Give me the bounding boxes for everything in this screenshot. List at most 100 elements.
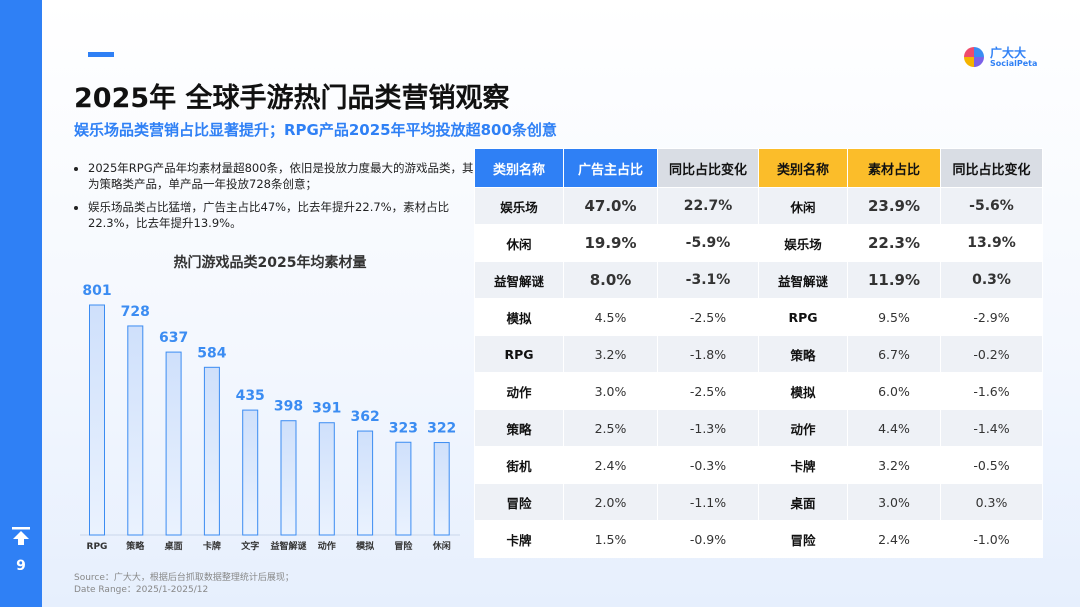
table-cell: 9.5% bbox=[847, 298, 941, 336]
table-cell: -1.3% bbox=[657, 409, 759, 447]
table-cell: 策略 bbox=[758, 335, 848, 373]
x-tick-label: 模拟 bbox=[356, 540, 374, 552]
x-tick-label: 休闲 bbox=[432, 540, 451, 552]
table-row: 模拟 4.5% -2.5% RPG 9.5% -2.9% bbox=[474, 298, 1043, 336]
bar bbox=[433, 442, 450, 536]
table-cell: 冒险 bbox=[474, 483, 564, 521]
x-tick-label: 动作 bbox=[318, 540, 336, 552]
table-cell: 模拟 bbox=[758, 372, 848, 410]
x-tick-label: 桌面 bbox=[165, 540, 183, 552]
table-cell: 4.5% bbox=[563, 298, 658, 336]
table-cell: 益智解谜 bbox=[758, 261, 848, 299]
table-cell: 2.0% bbox=[563, 483, 658, 521]
x-tick-label: 冒险 bbox=[394, 540, 413, 552]
table-cell: -0.2% bbox=[940, 335, 1043, 373]
table-cell: 4.4% bbox=[847, 409, 941, 447]
header-cell: 同比占比变化 bbox=[657, 148, 759, 188]
table-cell: -2.5% bbox=[657, 372, 759, 410]
value-label: 398 bbox=[274, 399, 303, 415]
source: Source：广大大，根据后台抓取数据整理统计后展现； bbox=[74, 573, 294, 583]
bullet-list: 2025年RPG产品年均素材量超800条，依旧是投放力度最大的游戏品类，其次为策… bbox=[74, 160, 488, 238]
table-cell: 桌面 bbox=[758, 483, 848, 521]
table-row: 动作 3.0% -2.5% 模拟 6.0% -1.6% bbox=[474, 372, 1043, 410]
value-label: 728 bbox=[121, 304, 150, 320]
value-label: 322 bbox=[427, 421, 456, 437]
table-cell: 益智解谜 bbox=[474, 261, 564, 299]
bullet: 娱乐场品类占比猛增，广告主占比47%，比去年提升22.7%，素材占比22.3%，… bbox=[88, 199, 488, 231]
header-cell: 类别名称 bbox=[474, 148, 564, 188]
table-cell: 3.2% bbox=[563, 335, 658, 373]
table-row: 街机 2.4% -0.3% 卡牌 3.2% -0.5% bbox=[474, 446, 1043, 484]
table-cell: 街机 bbox=[474, 446, 564, 484]
header-cell: 广告主占比 bbox=[563, 148, 658, 188]
table-cell: 6.7% bbox=[847, 335, 941, 373]
table-cell: 2.4% bbox=[847, 520, 941, 558]
data-table: 类别名称 广告主占比 同比占比变化 类别名称 素材占比 同比占比变化 娱乐场 47.0% 22.… bbox=[474, 148, 1043, 558]
subtitle: 娱乐场品类营销占比显著提升；RPG产品2025年平均投放超800条创意 bbox=[74, 121, 557, 139]
x-tick-label: 策略 bbox=[125, 540, 145, 552]
value-label: 637 bbox=[159, 330, 188, 346]
table-cell: -0.5% bbox=[940, 446, 1043, 484]
bar bbox=[395, 441, 412, 536]
table-row: 娱乐场 47.0% 22.7% 休闲 23.9% -5.6% bbox=[474, 187, 1043, 225]
value-label: 584 bbox=[197, 345, 226, 361]
bar bbox=[357, 430, 374, 536]
table-cell: -1.8% bbox=[657, 335, 759, 373]
table-cell: 6.0% bbox=[847, 372, 941, 410]
value-label: 801 bbox=[82, 283, 111, 299]
header-cell: 素材占比 bbox=[847, 148, 941, 188]
value-label: 391 bbox=[312, 401, 341, 417]
table-cell: -2.5% bbox=[657, 298, 759, 336]
table-cell: 0.3% bbox=[940, 483, 1043, 521]
table-cell: 8.0% bbox=[563, 261, 658, 299]
bar bbox=[127, 325, 144, 536]
table-cell: -0.9% bbox=[657, 520, 759, 558]
table-cell: 2.5% bbox=[563, 409, 658, 447]
page-number: 9 bbox=[16, 558, 26, 574]
logo-name: 广大大 bbox=[990, 45, 1027, 60]
table-cell: 策略 bbox=[474, 409, 564, 447]
table-cell: 卡牌 bbox=[474, 520, 564, 558]
bar bbox=[242, 409, 259, 536]
table-row: 策略 2.5% -1.3% 动作 4.4% -1.4% bbox=[474, 409, 1043, 447]
table-cell: 娱乐场 bbox=[474, 187, 564, 225]
table-cell: -1.0% bbox=[940, 520, 1043, 558]
table-cell: 22.3% bbox=[847, 224, 941, 262]
x-tick-label: RPG bbox=[87, 542, 108, 552]
table-cell: -0.3% bbox=[657, 446, 759, 484]
table-cell: 动作 bbox=[474, 372, 564, 410]
bar bbox=[318, 422, 335, 536]
logo-icon bbox=[964, 47, 984, 67]
table-cell: 冒险 bbox=[758, 520, 848, 558]
table-cell: RPG bbox=[758, 298, 848, 336]
table-cell: 23.9% bbox=[847, 187, 941, 225]
bar bbox=[165, 351, 182, 536]
table-cell: 1.5% bbox=[563, 520, 658, 558]
table-cell: 11.9% bbox=[847, 261, 941, 299]
table-cell: -1.1% bbox=[657, 483, 759, 521]
footer: Source：广大大，根据后台抓取数据整理统计后展现； Date Range：2… bbox=[74, 572, 294, 596]
table-cell: 3.0% bbox=[563, 372, 658, 410]
table-cell: RPG bbox=[474, 335, 564, 373]
bar bbox=[280, 420, 297, 536]
table-cell: 休闲 bbox=[758, 187, 848, 225]
top-icon bbox=[12, 527, 30, 545]
table-cell: -2.9% bbox=[940, 298, 1043, 336]
bullet: 2025年RPG产品年均素材量超800条，依旧是投放力度最大的游戏品类，其次为策… bbox=[88, 160, 488, 192]
side-strip: 9 bbox=[0, 0, 42, 607]
table-cell: -5.6% bbox=[940, 187, 1043, 225]
table-cell: 0.3% bbox=[940, 261, 1043, 299]
table-row: 益智解谜 8.0% -3.1% 益智解谜 11.9% 0.3% bbox=[474, 261, 1043, 299]
table-cell: -1.6% bbox=[940, 372, 1043, 410]
date-range: Date Range：2025/1-2025/12 bbox=[74, 585, 209, 595]
header-row: 类别名称 广告主占比 同比占比变化 类别名称 素材占比 同比占比变化 bbox=[474, 148, 1043, 188]
bar-chart: 热门游戏品类2025年均素材量 801 RPG 728 策略 637 桌面 584 卡牌 435… bbox=[80, 254, 460, 552]
table-cell: 娱乐场 bbox=[758, 224, 848, 262]
table-row: 休闲 19.9% -5.9% 娱乐场 22.3% 13.9% bbox=[474, 224, 1043, 262]
table-cell: 19.9% bbox=[563, 224, 658, 262]
table-cell: 模拟 bbox=[474, 298, 564, 336]
table-cell: 47.0% bbox=[563, 187, 658, 225]
table-cell: 休闲 bbox=[474, 224, 564, 262]
table-cell: 2.4% bbox=[563, 446, 658, 484]
